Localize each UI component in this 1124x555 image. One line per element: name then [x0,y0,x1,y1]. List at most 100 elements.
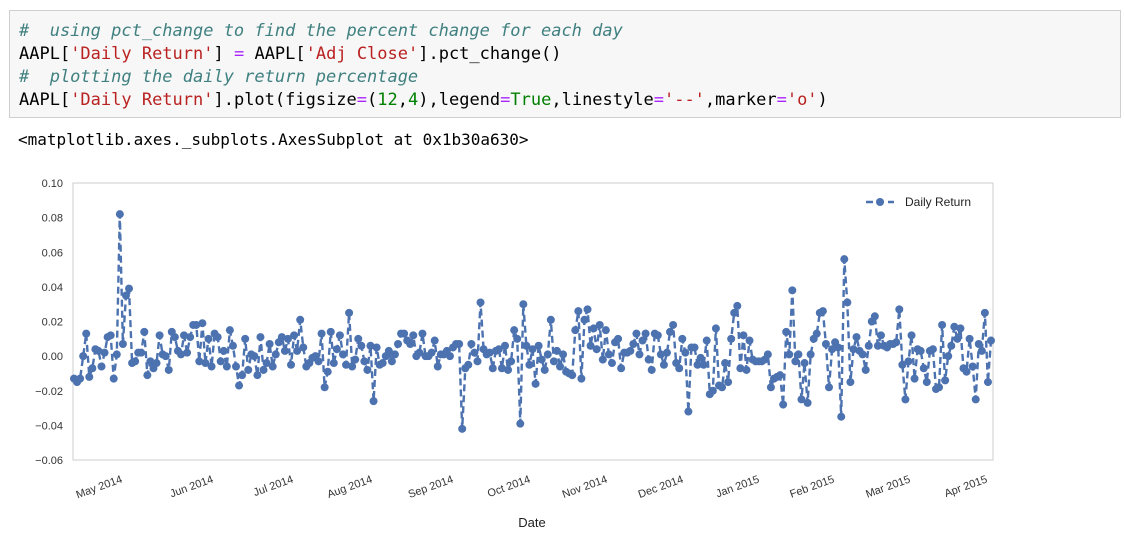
daily-return-chart: −0.06 −0.04 −0.02 0.00 0.02 0.04 0.06 0.08 0.10 M… [35,178,995,530]
daily-return-point [143,371,152,380]
daily-return-point [357,341,366,350]
daily-return-point [235,381,244,390]
daily-return-point [626,346,635,355]
daily-return-point [980,308,989,317]
daily-return-point [262,359,271,368]
x-tick-label: Dec 2014 [637,474,685,501]
daily-return-point [901,395,910,404]
daily-return-point [739,331,748,340]
daily-return-point [232,362,241,371]
daily-return-point [332,345,341,354]
daily-return-point [892,338,901,347]
code-string: 'Daily Return' [70,90,214,110]
daily-return-point [947,341,956,350]
daily-return-point [183,348,192,357]
code-cell[interactable]: # using pct_change to find the percent c… [9,10,1121,118]
daily-return-point [711,324,720,333]
x-tick-label: Apr 2015 [943,474,989,501]
daily-return-point [834,343,843,352]
daily-return-point [485,348,494,357]
daily-return-point [296,315,305,324]
daily-return-point [607,359,616,368]
x-tick-label: Nov 2014 [561,474,609,501]
daily-return-point [938,320,947,329]
daily-return-point [326,327,335,336]
daily-return-point [971,395,980,404]
daily-return-point [653,331,662,340]
daily-return-point [112,350,121,359]
daily-return-point [699,360,708,369]
daily-return-point [522,341,531,350]
daily-return-point [366,341,375,350]
daily-return-point [140,327,149,336]
daily-return-point [724,378,733,387]
daily-return-point [390,350,399,359]
daily-return-point [155,331,164,340]
code-token: ),legend [418,90,501,110]
code-number: 12 [377,90,398,110]
daily-return-point [785,350,794,359]
daily-return-point [378,359,387,368]
code-operator: = [653,90,664,110]
daily-return-point [718,383,727,392]
code-token: AAPL[ [244,44,306,64]
daily-return-point [922,378,931,387]
daily-return-point [742,365,751,374]
y-tick-label: 0.02 [42,317,63,329]
daily-return-point [632,329,641,338]
daily-return-point [176,350,185,359]
code-keyword: True [510,90,552,110]
daily-return-point [314,357,323,366]
daily-return-point [369,397,378,406]
daily-return-point [192,320,201,329]
daily-return-point [259,365,268,374]
daily-return-point [696,353,705,362]
daily-return-point [818,307,827,316]
daily-return-point [161,352,170,361]
daily-return-point [427,348,436,357]
daily-return-point [666,327,675,336]
code-operator: = [776,90,787,110]
daily-return-point [583,305,592,314]
y-tick-label: 0.06 [42,247,63,259]
daily-return-point [256,333,265,342]
daily-return-point [727,334,736,343]
daily-return-point [109,374,118,383]
daily-return-point [803,398,812,407]
daily-return-point [828,345,837,354]
daily-return-point [338,350,347,359]
daily-return-point [635,350,644,359]
daily-return-point [497,364,506,373]
daily-return-point [494,345,503,354]
daily-return-point [800,359,809,368]
daily-return-point [201,359,210,368]
daily-return-point [962,367,971,376]
daily-return-point [265,340,274,349]
y-tick-label: 0.04 [42,282,63,294]
daily-return-point [916,346,925,355]
daily-return-point [736,364,745,373]
daily-return-point [351,355,360,364]
daily-return-point [433,362,442,371]
x-tick-label: Jun 2014 [168,474,215,501]
daily-return-point [708,386,717,395]
daily-return-point [950,322,959,331]
daily-return-point [216,357,225,366]
daily-return-point [861,365,870,374]
daily-return-point [592,345,601,354]
daily-return-point [641,329,650,338]
daily-return-point [238,371,247,380]
code-string: 'Daily Return' [70,44,214,64]
code-operator: = [233,44,245,64]
daily-return-point [730,308,739,317]
daily-return-point [987,336,995,345]
daily-return-point [647,365,656,374]
code-line-1: # using pct_change to find the percent c… [19,20,1120,43]
daily-return-point [791,357,800,366]
daily-return-point [507,357,516,366]
plot-frame [72,182,994,461]
daily-return-point [228,341,237,350]
daily-return-point [638,336,647,345]
daily-return-point [821,340,830,349]
daily-return-point [100,348,109,357]
